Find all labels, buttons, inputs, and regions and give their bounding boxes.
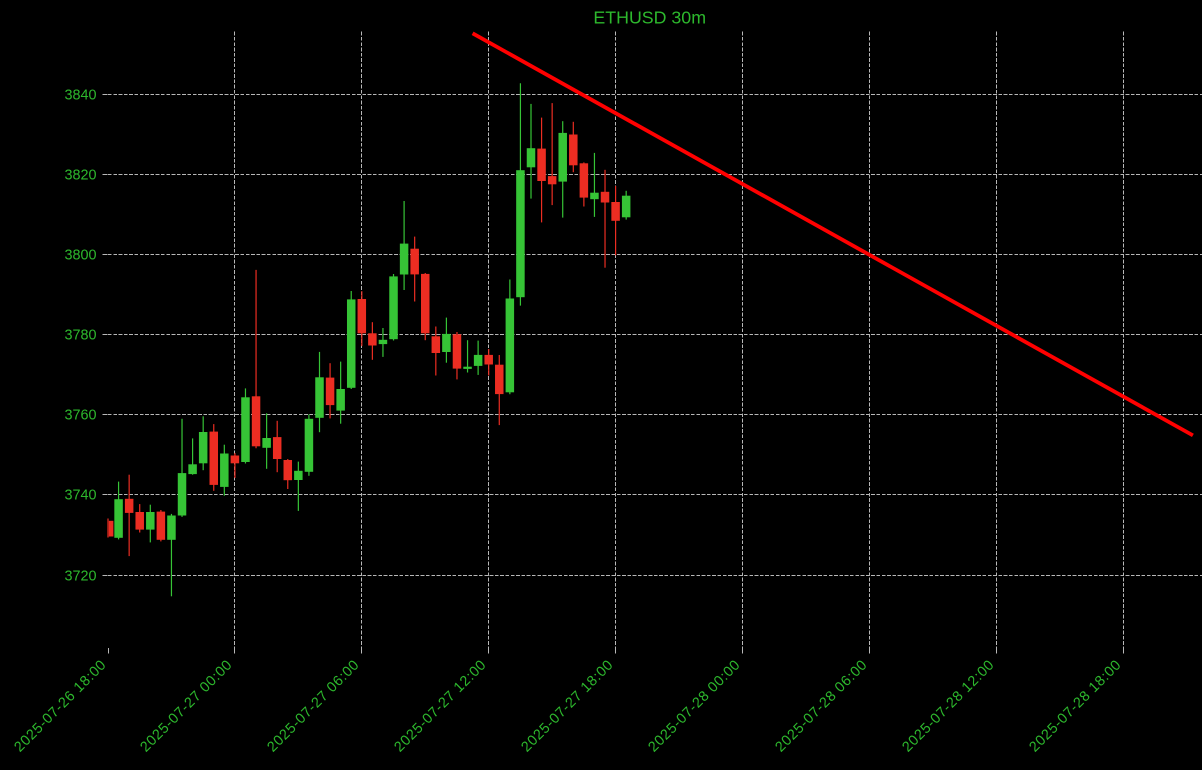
- svg-text:3820: 3820: [64, 168, 96, 184]
- svg-text:3720: 3720: [64, 569, 96, 585]
- svg-text:3780: 3780: [64, 328, 96, 344]
- svg-text:3740: 3740: [64, 488, 96, 504]
- svg-text:3760: 3760: [64, 408, 96, 424]
- svg-text:ETHUSD 30m: ETHUSD 30m: [593, 8, 706, 28]
- svg-text:3840: 3840: [64, 88, 96, 104]
- svg-text:3800: 3800: [64, 248, 96, 264]
